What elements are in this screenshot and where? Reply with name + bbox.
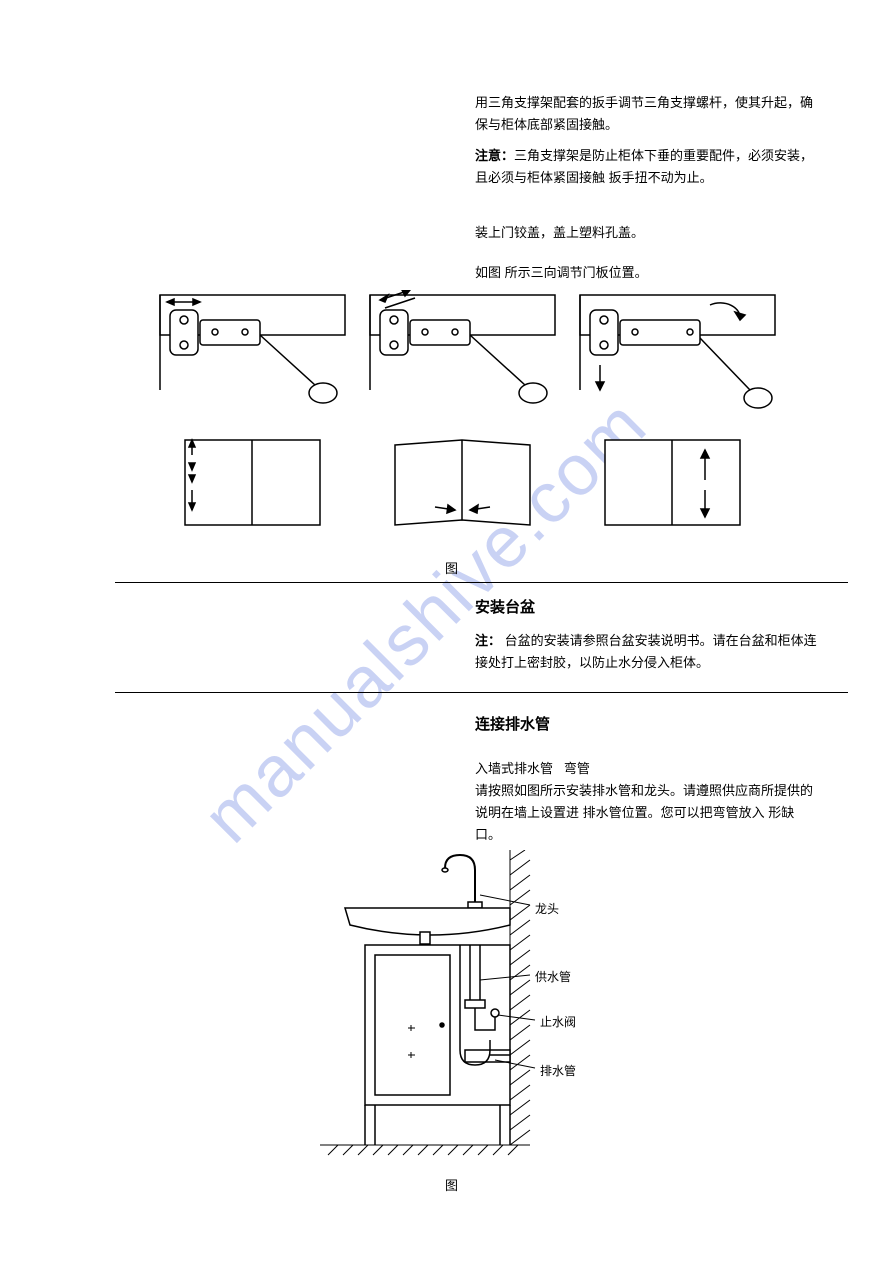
note-label-2: 注： <box>475 633 501 648</box>
hinge-diagram-1 <box>155 290 355 425</box>
figure-label-2: 图 <box>445 1175 458 1194</box>
callout-faucet: 龙头 <box>535 900 559 917</box>
divider-2 <box>115 692 848 693</box>
note-label: 注意： <box>475 148 514 163</box>
callout-supply: 供水管 <box>535 968 571 985</box>
callout-drain: 排水管 <box>540 1062 576 1079</box>
cabinet-diagram-2 <box>390 435 535 535</box>
section2-p2: 如图 所示三向调节门板位置。 <box>475 262 820 284</box>
p1-suffix: 弯管 <box>564 761 590 776</box>
section1-p1: 用三角支撑架配套的扳手调节三角支撑螺杆，使其升起，确保与柜体底部紧固接触。 <box>475 92 820 136</box>
hinge-diagram-3 <box>575 290 785 425</box>
note-text-2: 台盆的安装请参照台盆安装说明书。请在台盆和柜体连接处打上密封胶，以防止水分侵入柜… <box>475 633 817 670</box>
section3-note: 注： 台盆的安装请参照台盆安装说明书。请在台盆和柜体连接处打上密封胶，以防止水分… <box>475 630 820 674</box>
section4-p2: 请按照如图所示安装排水管和龙头。请遵照供应商所提供的说明在墙上设置进 排水管位置… <box>475 780 820 846</box>
callout-stop-valve: 止水阀 <box>540 1013 576 1030</box>
cabinet-diagram-3 <box>600 435 745 535</box>
section1-note: 注意：三角支撑架是防止柜体下垂的重要配件，必须安装，且必须与柜体紧固接触 扳手扭… <box>475 145 820 189</box>
section2-p1: 装上门铰盖，盖上塑料孔盖。 <box>475 222 820 244</box>
section4-p1: 入墙式排水管 弯管 <box>475 758 820 780</box>
hinge-diagram-2 <box>365 290 565 425</box>
divider-1 <box>115 582 848 583</box>
section4-heading: 连接排水管 <box>475 712 550 738</box>
cabinet-diagram-1 <box>180 435 325 535</box>
figure-label-1: 图 <box>445 558 458 577</box>
section3-heading: 安装台盆 <box>475 595 535 621</box>
p1-prefix: 入墙式排水管 <box>475 761 553 776</box>
plumbing-diagram <box>320 850 540 1170</box>
note-text: 三角支撑架是防止柜体下垂的重要配件，必须安装，且必须与柜体紧固接触 扳手扭不动为… <box>475 148 813 185</box>
